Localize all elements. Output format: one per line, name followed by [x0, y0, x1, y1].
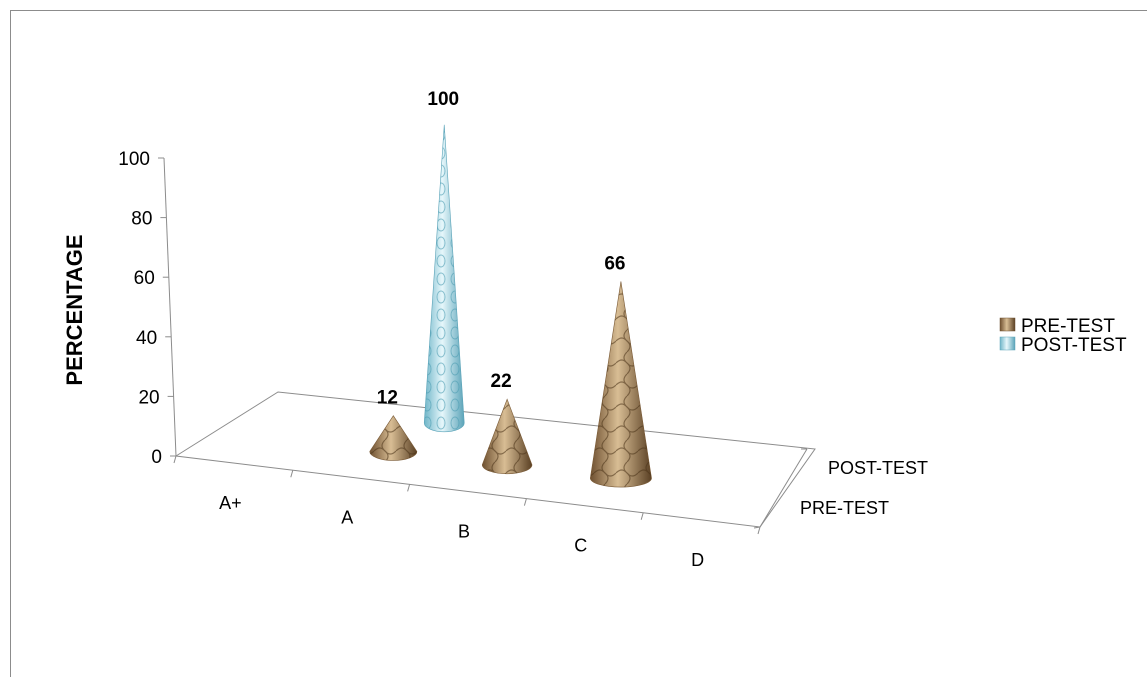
data-label: 22 — [491, 371, 512, 392]
y-tick-label: 40 — [136, 328, 157, 349]
chart-labels: POST-TEST PRE-TEST A+ A B C D 100 12 22 66 — [219, 89, 928, 570]
y-tick-label: 0 — [151, 447, 162, 468]
y-axis: 0 20 40 60 80 100 — [118, 149, 176, 468]
x-tick-label: D — [691, 550, 704, 570]
y-axis-line — [164, 158, 176, 456]
legend-swatch-post — [1000, 337, 1015, 350]
cone-texture — [424, 125, 464, 432]
legend-item-pre: PRE-TEST — [1000, 316, 1115, 337]
legend-item-post: POST-TEST — [1000, 335, 1127, 356]
data-label: 100 — [427, 89, 459, 110]
data-label: 12 — [377, 388, 398, 409]
chart-cones — [370, 125, 652, 487]
y-tick-label: 100 — [118, 149, 150, 170]
x-tick-mark — [408, 484, 410, 491]
cone-pre-test-b — [482, 399, 532, 474]
y-tick-label: 60 — [134, 268, 155, 289]
cone-pre-test-a — [370, 416, 417, 461]
data-label: 66 — [604, 253, 625, 274]
x-tick-label: B — [458, 522, 470, 542]
cone-texture — [482, 399, 532, 474]
x-tick-label: A — [341, 507, 353, 527]
legend-swatch-pre — [1000, 318, 1015, 331]
cone-pre-test-c — [590, 281, 651, 487]
cone-post-test-a — [424, 125, 464, 432]
x-tick-label: A+ — [219, 493, 242, 513]
y-tick-label: 20 — [138, 387, 159, 408]
cone-texture — [590, 281, 651, 487]
x-tick-mark — [291, 470, 293, 477]
x-tick-label: C — [574, 536, 587, 556]
legend: PRE-TEST POST-TEST — [1000, 316, 1127, 356]
y-tick-label: 80 — [131, 209, 152, 230]
depth-label: POST-TEST — [828, 458, 928, 478]
x-tick-mark — [641, 513, 643, 520]
legend-label-post: POST-TEST — [1021, 335, 1127, 356]
x-tick-mark — [524, 499, 526, 506]
depth-tick — [754, 527, 760, 528]
x-tick-mark — [174, 456, 176, 463]
y-axis-title: PERCENTAGE — [62, 234, 87, 385]
cone-texture — [370, 416, 417, 461]
x-tick-mark — [758, 527, 760, 534]
depth-label: PRE-TEST — [800, 498, 889, 518]
legend-label-pre: PRE-TEST — [1021, 316, 1115, 337]
